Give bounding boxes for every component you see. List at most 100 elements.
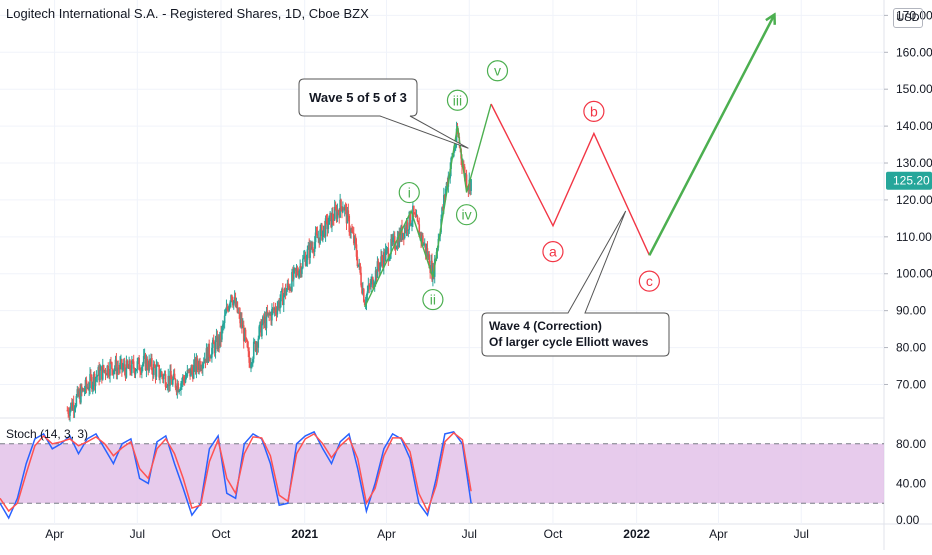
candle-body bbox=[344, 206, 347, 208]
candle-body bbox=[163, 374, 166, 376]
price-axis[interactable]: 70.00 80.00 90.00 100.00 110.00 120.00 130.00 1… bbox=[884, 8, 932, 527]
candle-body bbox=[232, 301, 234, 306]
candle-body bbox=[96, 375, 99, 377]
candle-body bbox=[238, 312, 240, 314]
price-tick-label: 150.00 bbox=[896, 82, 932, 96]
callout-wave4: Wave 4 (Correction) Of larger cycle Ellio… bbox=[481, 210, 670, 357]
candle-body bbox=[315, 232, 318, 234]
candle-body bbox=[117, 367, 120, 369]
stoch-tick-label: 80.00 bbox=[896, 437, 926, 451]
candle-body bbox=[210, 357, 212, 359]
price-tick-label: 140.00 bbox=[896, 119, 932, 133]
candle-body bbox=[271, 308, 273, 321]
candle-body bbox=[298, 270, 301, 277]
candle-body bbox=[388, 258, 391, 261]
candle-body bbox=[359, 263, 361, 273]
candle-body bbox=[401, 226, 403, 239]
candle-body bbox=[327, 224, 330, 230]
candle-body bbox=[463, 166, 465, 168]
callout-wave5: Wave 5 of 5 of 3 bbox=[298, 78, 469, 149]
candle-body bbox=[121, 367, 124, 370]
candle-body bbox=[261, 323, 263, 337]
candle-body bbox=[205, 348, 208, 363]
candle-body bbox=[360, 272, 362, 286]
candle-body bbox=[94, 377, 97, 387]
candle-body bbox=[266, 311, 269, 316]
candle-body bbox=[125, 360, 128, 378]
candle-body bbox=[74, 406, 77, 409]
wave-line-projection bbox=[648, 15, 774, 256]
candle-body bbox=[206, 348, 209, 363]
candle-body bbox=[408, 211, 411, 230]
candle-body bbox=[393, 236, 396, 249]
candle-body bbox=[111, 369, 114, 375]
candle-body bbox=[159, 376, 161, 378]
candle-body bbox=[103, 370, 106, 372]
candle-body bbox=[88, 387, 90, 390]
candle-body bbox=[325, 218, 328, 220]
candle-body bbox=[239, 312, 241, 324]
candle-body bbox=[409, 211, 411, 225]
candle-body bbox=[77, 389, 80, 397]
candle-body bbox=[223, 315, 226, 324]
candle-body bbox=[67, 410, 70, 414]
candle-body bbox=[71, 402, 73, 410]
candle-body bbox=[83, 390, 86, 392]
candle-body bbox=[236, 301, 239, 313]
candle-body bbox=[320, 224, 322, 230]
time-tick-label: Apr bbox=[709, 527, 728, 541]
candle-body bbox=[81, 386, 83, 391]
wave-label-circle bbox=[638, 270, 660, 292]
candle-body bbox=[425, 248, 428, 254]
candle-body bbox=[380, 256, 382, 263]
candle-body bbox=[81, 388, 84, 391]
candle-body bbox=[167, 375, 170, 387]
currency-button[interactable]: USD bbox=[893, 8, 923, 28]
price-tick-label: 110.00 bbox=[896, 230, 932, 244]
time-axis[interactable]: Apr Jul Oct 2021 Apr Jul Oct 2022 Apr Jul bbox=[45, 527, 809, 541]
candle-body bbox=[258, 326, 260, 339]
candle-body bbox=[282, 288, 284, 306]
candle-body bbox=[412, 205, 414, 221]
candle-body bbox=[150, 358, 152, 365]
candle-body bbox=[112, 370, 115, 375]
candle-body bbox=[90, 373, 92, 377]
candle-body bbox=[335, 208, 338, 219]
candle-body bbox=[337, 210, 340, 213]
candle-body bbox=[417, 220, 420, 225]
candle-body bbox=[202, 362, 205, 364]
wave-label-circle bbox=[486, 60, 509, 82]
candle-body bbox=[385, 248, 388, 251]
candle-body bbox=[284, 288, 287, 296]
candle-body bbox=[289, 288, 291, 291]
candle-body bbox=[114, 359, 117, 369]
candle-body bbox=[280, 291, 282, 302]
candle-body bbox=[288, 285, 291, 291]
candle-body bbox=[323, 225, 326, 237]
candle-body bbox=[146, 358, 149, 368]
candle-body bbox=[158, 365, 160, 378]
candle-body bbox=[156, 364, 159, 367]
price-tick-label: 70.00 bbox=[896, 377, 926, 391]
candle-body bbox=[343, 206, 346, 211]
candle-body bbox=[413, 205, 415, 214]
candle-body bbox=[190, 367, 192, 377]
candle-body bbox=[418, 224, 421, 238]
candle-body bbox=[91, 384, 94, 390]
candle-body bbox=[262, 316, 264, 324]
candle-body bbox=[203, 358, 206, 363]
candle-body bbox=[292, 268, 295, 280]
candle-body bbox=[191, 367, 193, 371]
candle-body bbox=[130, 370, 132, 374]
candle-body bbox=[347, 210, 350, 216]
candle-body bbox=[181, 381, 183, 384]
candle-body bbox=[216, 335, 219, 350]
candle-body bbox=[349, 232, 351, 234]
candle-body bbox=[129, 360, 131, 371]
candle-body bbox=[183, 379, 186, 383]
wave-label-iv: iv bbox=[455, 204, 478, 226]
candle-body bbox=[119, 362, 121, 370]
candle-body bbox=[326, 218, 329, 230]
candle-body bbox=[312, 250, 315, 252]
